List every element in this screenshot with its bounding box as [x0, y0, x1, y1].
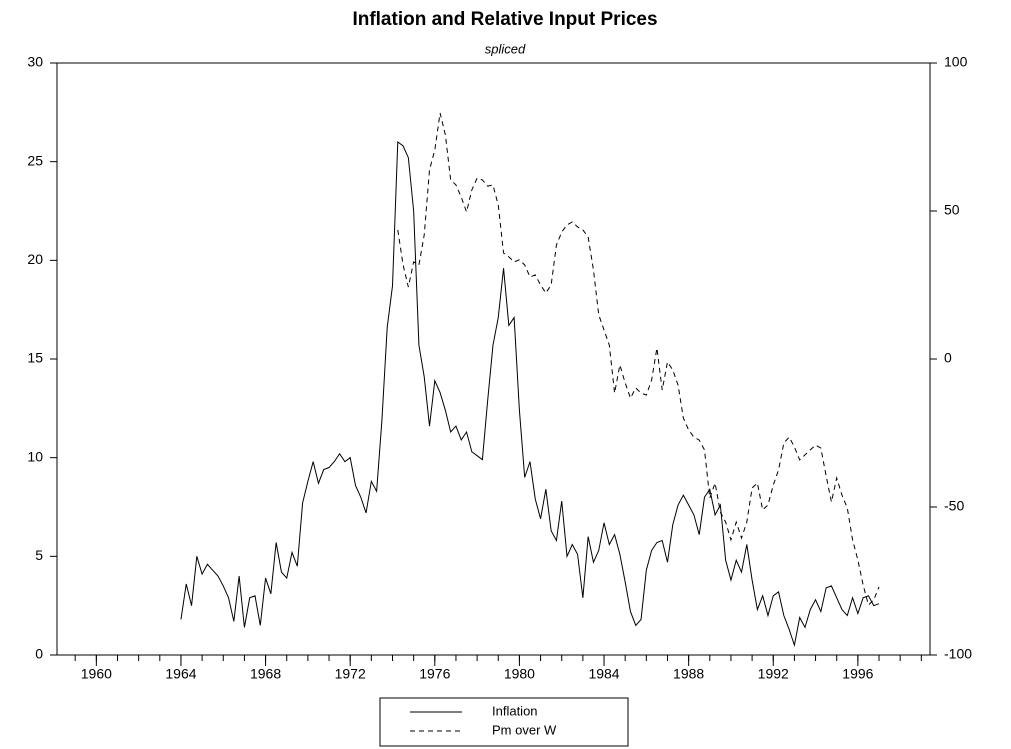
- y2-tick-label: 0: [944, 350, 952, 366]
- y-tick-label: 5: [35, 547, 43, 563]
- series-line: [180, 140, 880, 648]
- x-tick-label: 1972: [335, 666, 366, 682]
- y2-tick-label: 100: [944, 54, 968, 70]
- series-line: [397, 112, 880, 606]
- y2-tick-label: -100: [944, 646, 972, 662]
- x-tick-label: 1960: [81, 666, 112, 682]
- y-tick-label: 30: [27, 54, 43, 70]
- y2-tick-label: 50: [944, 202, 960, 218]
- y2-tick-label: -50: [944, 498, 964, 514]
- x-tick-label: 1984: [588, 666, 619, 682]
- y-tick-label: 15: [27, 350, 43, 366]
- chart-title: Inflation and Relative Input Prices: [352, 9, 657, 30]
- legend-box: [379, 697, 629, 747]
- x-tick-label: 1996: [842, 666, 873, 682]
- x-tick-label: 1992: [758, 666, 789, 682]
- x-tick-label: 1968: [250, 666, 281, 682]
- legend-label: Inflation: [492, 703, 538, 718]
- x-tick-label: 1976: [419, 666, 450, 682]
- y-tick-label: 0: [35, 646, 43, 662]
- plot-frame: [56, 62, 931, 656]
- y-tick-label: 10: [27, 448, 43, 464]
- x-tick-label: 1988: [673, 666, 704, 682]
- y-tick-label: 20: [27, 251, 43, 267]
- x-tick-label: 1980: [504, 666, 535, 682]
- chart-subtitle: spliced: [485, 41, 526, 56]
- legend-label: Pm over W: [492, 722, 557, 737]
- x-tick-label: 1964: [165, 666, 196, 682]
- y-tick-label: 25: [27, 152, 43, 168]
